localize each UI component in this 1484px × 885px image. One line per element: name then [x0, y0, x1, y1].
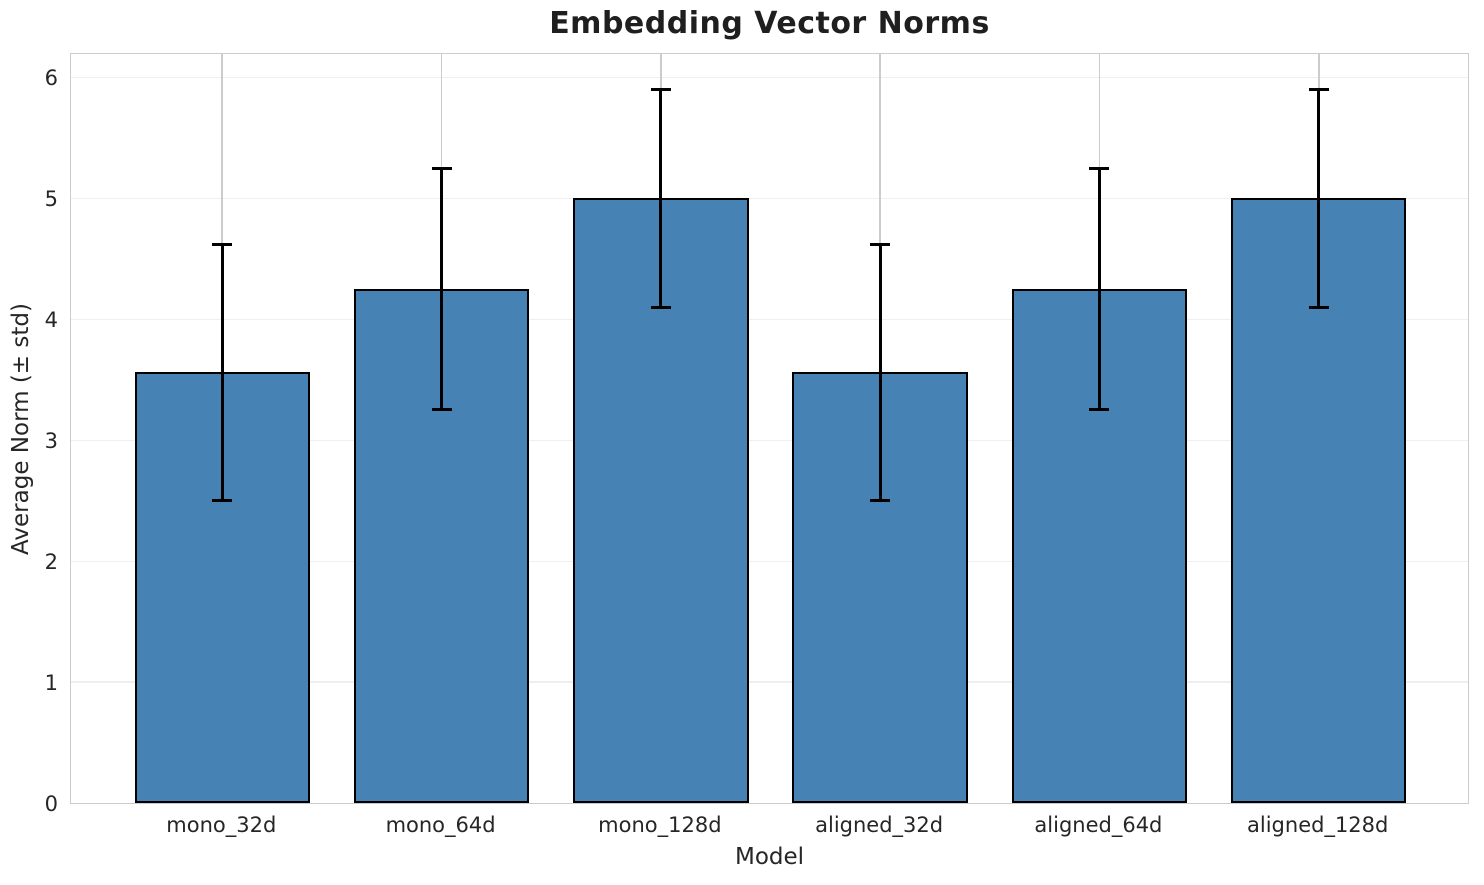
y-tick-label: 5 [44, 187, 58, 212]
y-tick-label: 2 [44, 550, 58, 575]
plot-area [70, 53, 1469, 804]
error-cap [1308, 305, 1329, 309]
bar-aligned_32d [792, 372, 968, 803]
y-tick-label: 4 [44, 308, 58, 333]
error-cap [1089, 408, 1110, 412]
x-tick-label-mono_32d: mono_32d [166, 813, 277, 837]
horizontal-gridline [71, 560, 1468, 562]
error-cap [212, 499, 233, 503]
error-bar-mono_128d [659, 89, 663, 308]
error-bar-aligned_32d [878, 244, 882, 501]
error-bar-mono_32d [220, 244, 224, 501]
error-cap [870, 242, 891, 246]
error-cap [431, 408, 452, 412]
x-tick-label-aligned_64d: aligned_64d [1034, 813, 1163, 837]
y-tick-label: 0 [44, 792, 58, 816]
chart-title: Embedding Vector Norms [549, 6, 990, 41]
x-tick-label-aligned_32d: aligned_32d [815, 813, 944, 837]
x-tick-label-mono_128d: mono_128d [598, 813, 722, 837]
error-cap [431, 166, 452, 170]
y-tick-label: 3 [44, 429, 58, 454]
horizontal-gridline [71, 318, 1468, 320]
error-bar-mono_64d [440, 168, 444, 410]
x-tick-label-aligned_128d: aligned_128d [1247, 813, 1389, 837]
x-tick-label-mono_64d: mono_64d [385, 813, 496, 837]
error-cap [870, 499, 891, 503]
horizontal-gridline [71, 439, 1468, 441]
error-cap [1089, 166, 1110, 170]
y-tick-label: 6 [44, 66, 58, 91]
error-cap [650, 88, 671, 91]
error-bar-aligned_128d [1317, 89, 1321, 308]
x-axis-label: Model [734, 844, 805, 870]
horizontal-gridline [71, 681, 1468, 683]
error-cap [1308, 88, 1329, 91]
horizontal-gridline [71, 197, 1468, 199]
error-cap [212, 242, 233, 246]
error-bar-aligned_64d [1097, 168, 1101, 410]
y-tick-label: 1 [44, 671, 58, 696]
error-cap [650, 305, 671, 309]
horizontal-gridline [71, 76, 1468, 79]
